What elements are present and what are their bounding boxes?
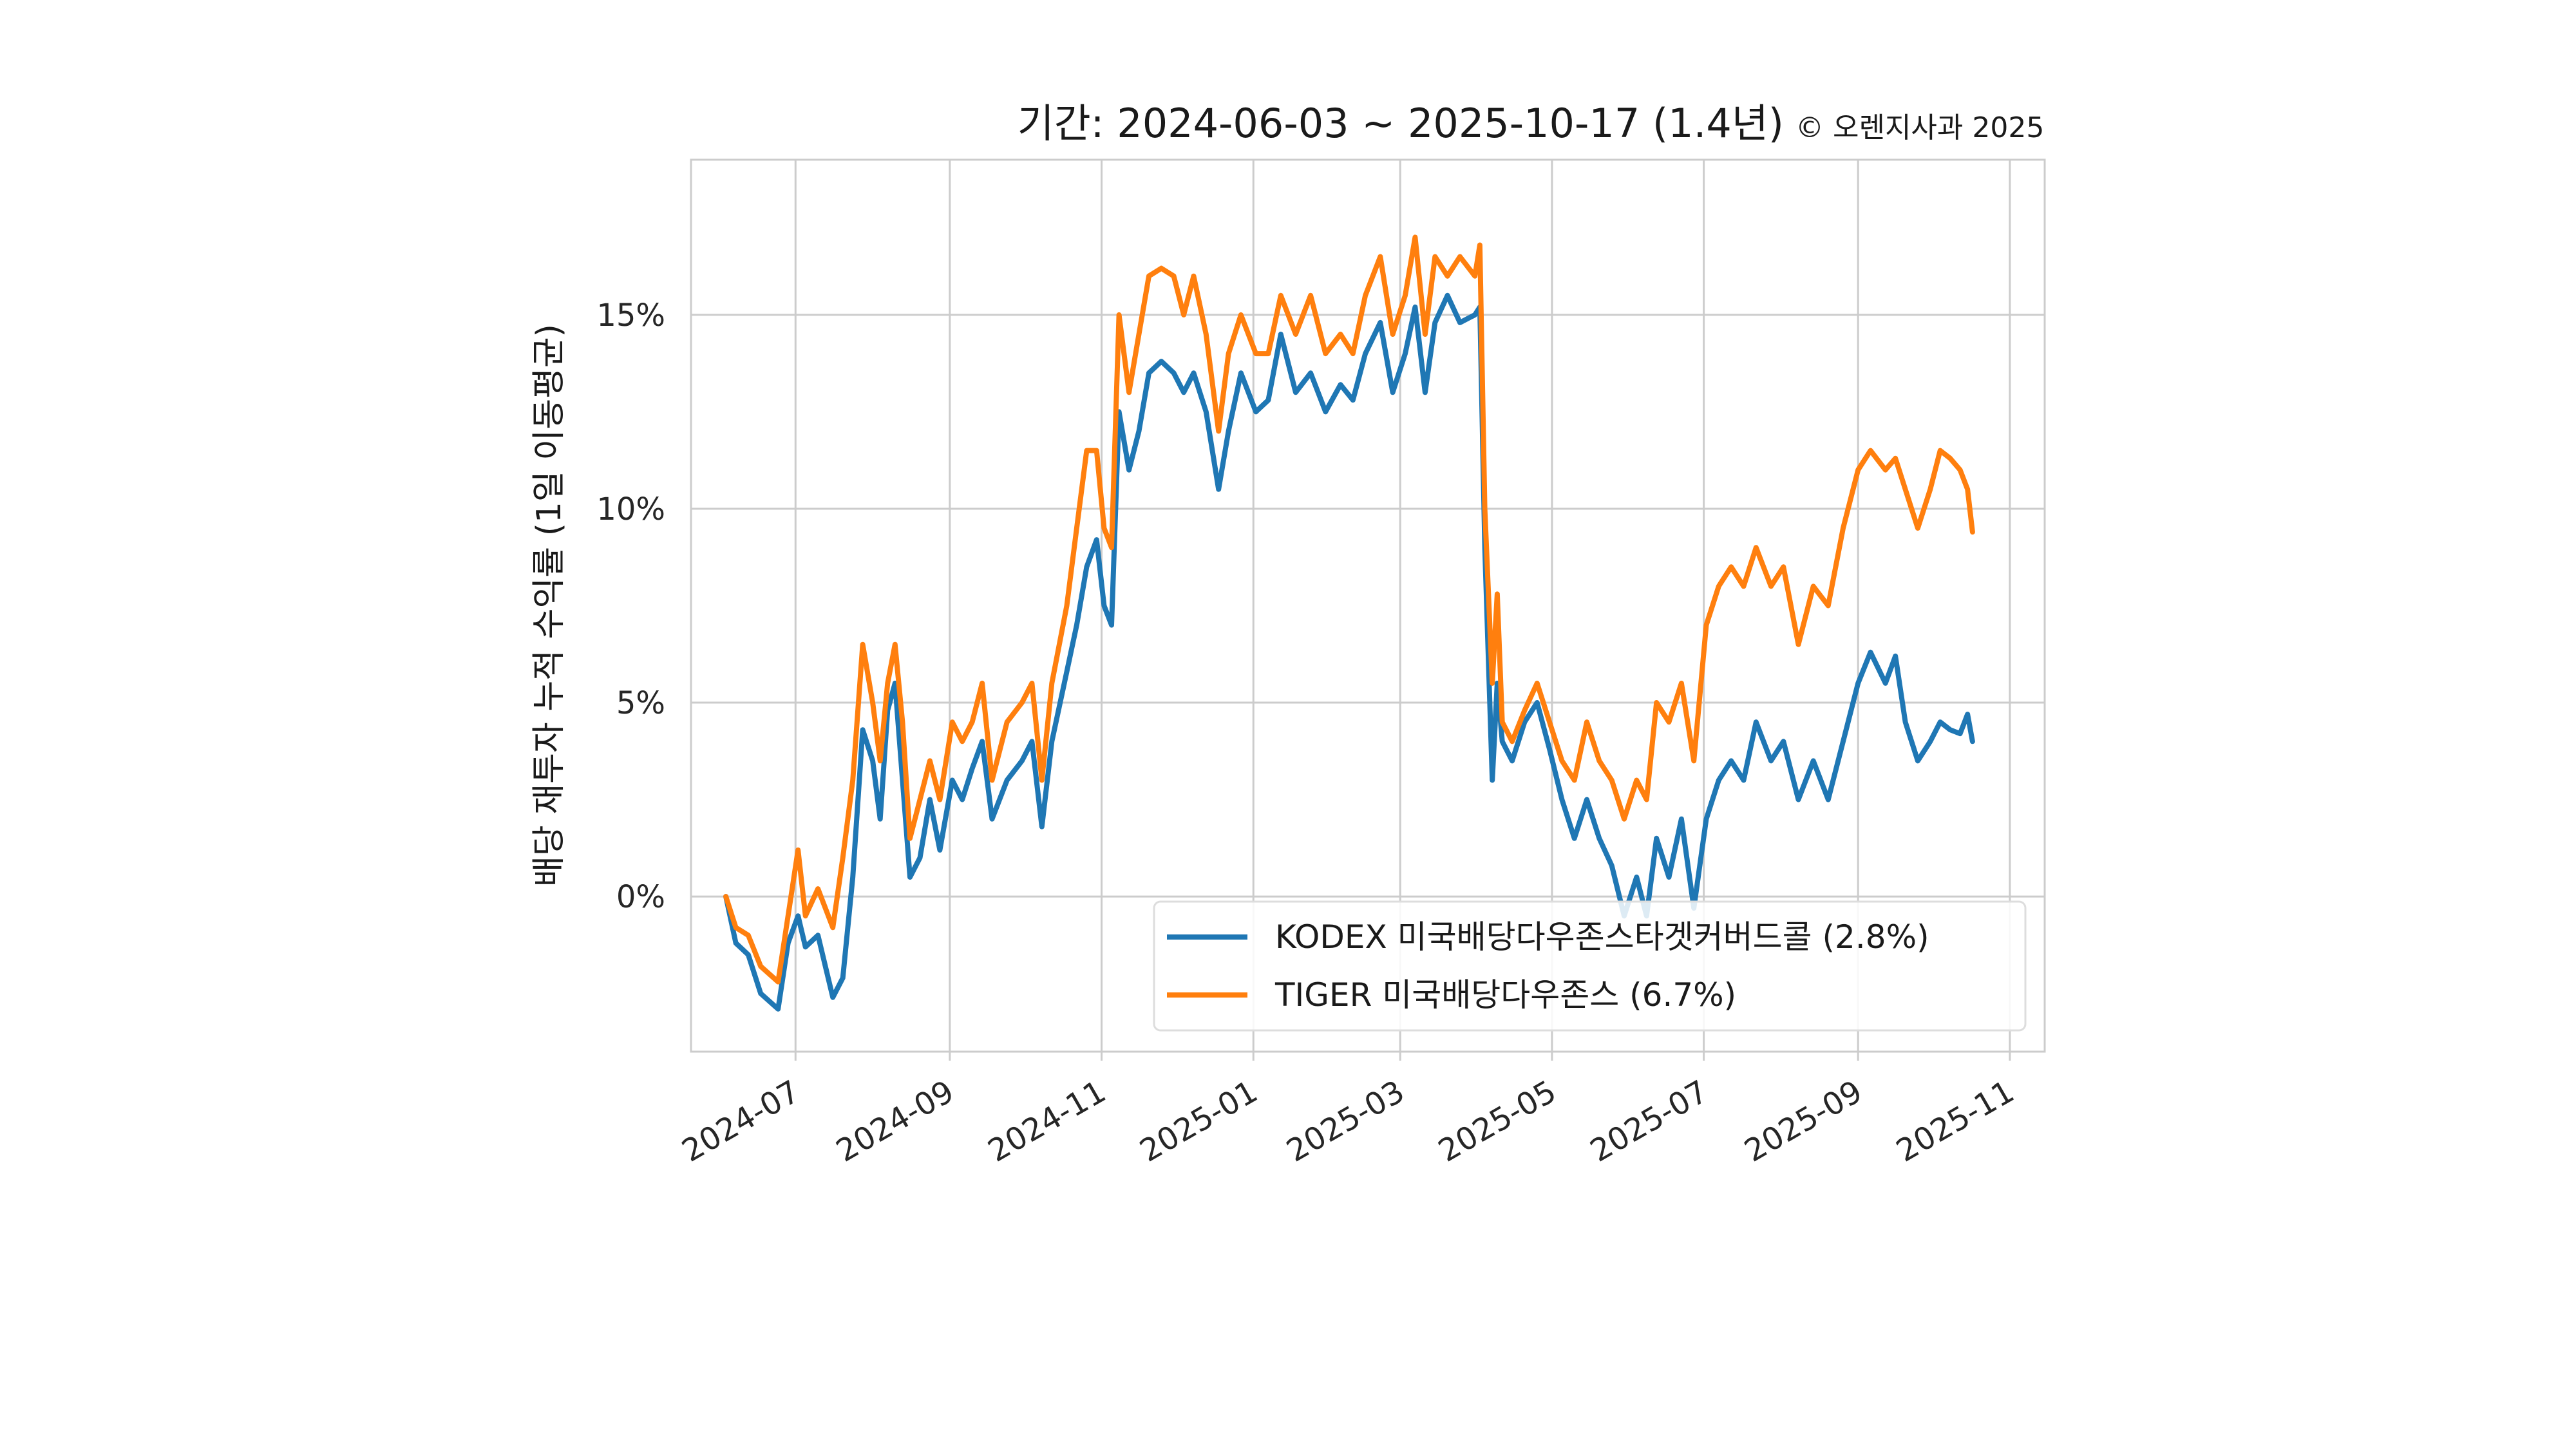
- y-axis-label: 배당 재투자 누적 수익률 (1일 이동평균): [530, 324, 569, 887]
- series-line-tiger: [723, 234, 1975, 985]
- x-tick-label: 2024-09: [830, 1074, 960, 1170]
- x-tick-label: 2025-01: [1134, 1074, 1264, 1170]
- legend-label-tiger: TIGER 미국배당다우존스 (6.7%): [1274, 976, 1736, 1014]
- x-tick-label: 2024-07: [676, 1074, 806, 1170]
- x-tick-label: 2025-03: [1281, 1074, 1411, 1170]
- chart-title: 기간: 2024-06-03 ~ 2025-10-17 (1.4년): [1018, 100, 1784, 147]
- y-tick-label: 10%: [596, 491, 665, 527]
- x-axis-ticks: 2024-07 2024-09 2024-11 2025-01 2025-03 2025-…: [676, 1074, 2020, 1170]
- y-axis-ticks: 0% 5% 10% 15%: [596, 298, 665, 915]
- series-line-kodex: [723, 292, 1975, 1012]
- x-tick-label: 2025-07: [1584, 1074, 1714, 1170]
- y-tick-label: 5%: [616, 685, 665, 721]
- legend: KODEX 미국배당다우존스타겟커버드콜 (2.8%) TIGER 미국배당다우…: [1153, 900, 2027, 1032]
- x-tick-label: 2024-11: [982, 1074, 1112, 1170]
- series-lines: [723, 234, 1975, 1012]
- x-tick-label: 2025-11: [1890, 1074, 2020, 1170]
- x-tick-label: 2025-05: [1432, 1074, 1562, 1170]
- chart-credit: © 오렌지사과 2025: [1795, 111, 2044, 144]
- x-tick-label: 2025-09: [1739, 1074, 1869, 1170]
- legend-box: [1153, 900, 2027, 1032]
- legend-label-kodex: KODEX 미국배당다우존스타겟커버드콜 (2.8%): [1275, 918, 1929, 956]
- y-tick-label: 0%: [616, 879, 665, 915]
- y-tick-label: 15%: [596, 298, 665, 334]
